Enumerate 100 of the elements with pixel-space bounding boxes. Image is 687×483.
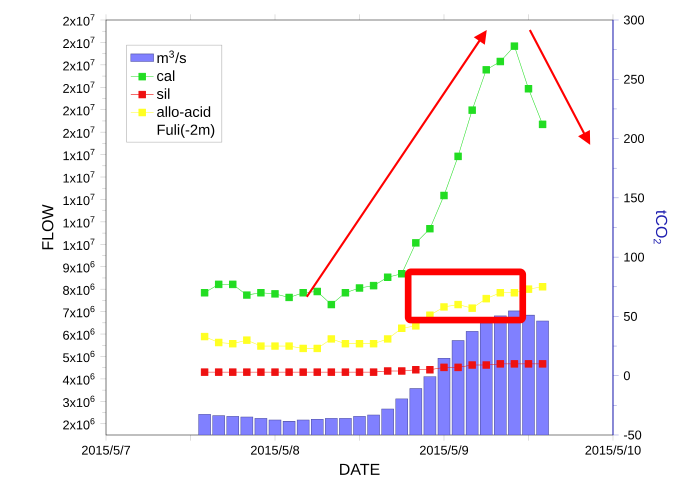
x-tick-label: 2015/5/9 [420, 445, 468, 455]
point [257, 342, 265, 350]
point [440, 192, 448, 200]
point [538, 120, 546, 128]
point [370, 368, 378, 376]
point [271, 290, 279, 298]
point [510, 42, 518, 50]
point [468, 304, 476, 312]
point [271, 368, 279, 376]
point [440, 364, 448, 372]
point [468, 106, 476, 114]
point [285, 342, 293, 350]
y-tick-label: 1x10$^{7}$ [64, 148, 94, 160]
point [299, 288, 307, 296]
y-tick-label: 2x10$^{7}$ [63, 104, 94, 116]
point [426, 366, 434, 374]
legend-label: sil [156, 88, 170, 100]
point [538, 283, 546, 291]
y-tick-label: 4x10$^{6}$ [62, 373, 95, 385]
point [496, 360, 504, 368]
point [384, 335, 392, 343]
point [384, 274, 392, 282]
point [412, 239, 420, 247]
point [370, 282, 378, 290]
point [200, 332, 208, 340]
y-tick-label: 9x10$^{6}$ [63, 261, 95, 272]
point [454, 300, 462, 308]
y2-tick-label: 250 [624, 74, 644, 84]
x-tick-label: 2015/5/8 [250, 445, 300, 455]
legend-label: cal [157, 70, 174, 82]
point [328, 300, 336, 308]
point [482, 294, 490, 302]
point [257, 288, 265, 296]
point [229, 280, 236, 288]
point [243, 336, 251, 344]
y2-tick-label: 50 [624, 312, 637, 321]
point [496, 58, 504, 66]
y-tick-label: 8x10$^{6}$ [63, 283, 95, 295]
y2-axis-title: tCO$_{2}$ [654, 210, 668, 244]
y-tick-label: 7x10$^{6}$ [63, 306, 95, 318]
point [342, 288, 350, 296]
point [468, 361, 476, 369]
x-axis-title: DATE [340, 464, 380, 475]
point [314, 368, 321, 376]
point [200, 368, 208, 376]
point [398, 367, 406, 375]
point [440, 303, 448, 311]
point [356, 284, 364, 292]
y-axis-title: FLOW [42, 204, 54, 250]
point [328, 335, 336, 343]
point [314, 288, 321, 296]
point [454, 152, 462, 160]
point [271, 342, 279, 350]
y-tick-label: 3x10$^{6}$ [63, 396, 95, 408]
point [229, 368, 236, 376]
y-tick-label: 2x10$^{7}$ [63, 36, 94, 48]
y-tick-label: 6x10$^{6}$ [63, 328, 95, 340]
legend-label: allo-acid [157, 106, 210, 117]
y2-tick-label: 150 [624, 193, 644, 202]
point [510, 360, 518, 368]
point [524, 360, 532, 368]
point [314, 344, 321, 352]
point [398, 270, 406, 278]
y-tick-label: 2x10$^{7}$ [63, 82, 94, 93]
y-tick-label: 2x10$^{7}$ [63, 59, 94, 71]
point [285, 368, 293, 376]
y-tick-label: 2x10$^{6}$ [63, 418, 95, 430]
legend-label: m$^{3}$/s [157, 50, 186, 64]
point [214, 280, 222, 288]
y2-tick-label: 100 [624, 252, 644, 262]
point [243, 291, 251, 299]
point [243, 368, 251, 376]
point [426, 224, 434, 232]
y-tick-label: 2x10$^{7}$ [63, 126, 94, 138]
point [200, 288, 208, 296]
point [328, 368, 336, 376]
y-tick-label: 1x10$^{7}$ [64, 216, 94, 228]
point [299, 368, 307, 376]
point [398, 324, 406, 332]
point [356, 368, 364, 376]
point [384, 367, 392, 375]
point [299, 344, 307, 352]
point [454, 364, 462, 372]
y2-tick-label: -50 [624, 430, 642, 440]
point [482, 361, 490, 369]
point [229, 340, 236, 348]
y-tick-label: 1x10$^{7}$ [64, 194, 94, 206]
point [538, 360, 546, 368]
point [510, 288, 518, 296]
y2-tick-label: 0 [624, 371, 630, 380]
y2-tick-label: 200 [624, 134, 644, 144]
y-tick-label: 1x10$^{7}$ [64, 238, 94, 250]
point [356, 340, 364, 348]
x-tick-label: 2015/5/7 [82, 445, 130, 455]
point [214, 368, 222, 376]
y-tick-label: 1x10$^{7}$ [64, 171, 94, 183]
x-tick-label: 2015/5/10 [585, 445, 641, 455]
y2-tick-label: 300 [624, 16, 644, 24]
point [482, 66, 490, 74]
point [496, 288, 504, 296]
